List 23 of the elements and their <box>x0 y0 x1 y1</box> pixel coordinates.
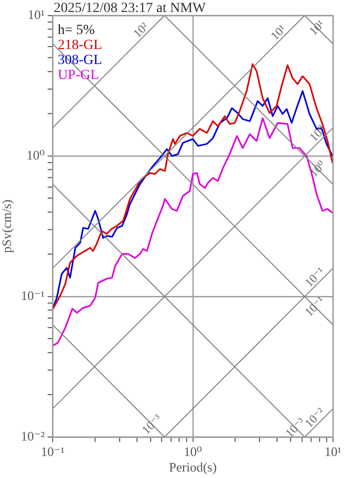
text: 308-GL <box>58 53 102 68</box>
annotation: 10² <box>130 19 152 40</box>
y-tick-label: 10⁰ <box>26 147 45 162</box>
annotation: 10⁻¹ <box>302 293 328 320</box>
text: UP-GL <box>58 68 99 84</box>
annotation: 10⁻² <box>302 404 328 430</box>
annotation: 10¹ <box>268 22 289 43</box>
annotation: 10⁰ <box>306 122 329 144</box>
chart-title: 2025/12/08 23:17 at NMW <box>54 1 207 16</box>
x-tick-label: 10¹ <box>324 444 342 460</box>
y-tick-label: 10⁻¹ <box>20 288 45 303</box>
x-tick-label: 10⁰ <box>184 444 202 460</box>
y-axis-title: pSv(cm/s) <box>0 200 14 253</box>
annotation: 10¹ <box>306 16 328 38</box>
legend-title: h= 5% <box>58 23 96 38</box>
annotation: 10⁻³ <box>138 411 165 437</box>
annotation: 10⁻¹ <box>302 264 328 290</box>
annotation: 10⁰ <box>306 158 329 180</box>
text: 218-GL <box>58 38 102 54</box>
x-axis-title: Period(s) <box>169 460 217 475</box>
x-tick-label: 10⁻¹ <box>40 444 65 460</box>
y-tick-label: 10⁻² <box>20 428 45 444</box>
y-tick-label: 10¹ <box>28 6 45 22</box>
